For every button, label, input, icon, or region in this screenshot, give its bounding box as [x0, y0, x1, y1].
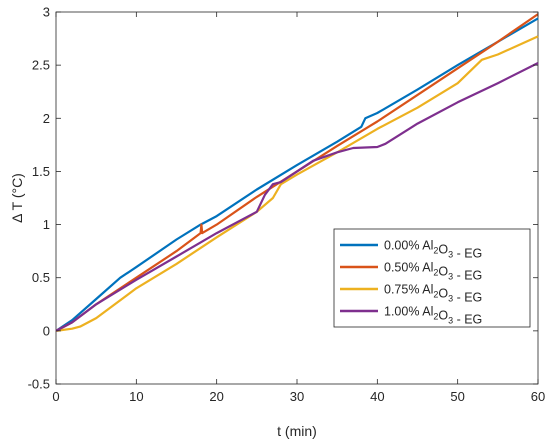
legend-subscript: 2 — [433, 268, 438, 278]
y-tick-label: -0.5 — [28, 377, 50, 392]
legend-text-part: - EG — [453, 291, 482, 305]
y-tick-label: 2 — [43, 111, 50, 126]
legend-text-part: - EG — [453, 313, 482, 327]
legend-text-part: 0.00% Al — [384, 239, 433, 253]
legend-text-part: O — [438, 243, 448, 257]
y-axis-label: Δ T (°C) — [9, 173, 25, 223]
legend-label: 1.00% Al2O3 - EG — [384, 305, 482, 327]
legend-text-part: 1.00% Al — [384, 305, 433, 319]
series-line-1 — [55, 17, 539, 332]
y-tick-label: 1.5 — [32, 164, 50, 179]
x-axis-label: t (min) — [277, 423, 317, 439]
x-tick-label: 20 — [209, 389, 223, 404]
legend-subscript: 2 — [433, 246, 438, 256]
y-tick-label: 1 — [43, 217, 50, 232]
legend-subscript: 2 — [433, 312, 438, 322]
series-line-2 — [55, 13, 539, 332]
legend-text-part: O — [438, 309, 448, 323]
legend-text-part: O — [438, 265, 448, 279]
y-tick-label: 0 — [43, 323, 50, 338]
legend-text-part: 0.75% Al — [384, 283, 433, 297]
series-line-4 — [55, 62, 539, 332]
x-tick-label: 50 — [450, 389, 464, 404]
legend-subscript: 3 — [448, 272, 453, 282]
legend-label: 0.75% Al2O3 - EG — [384, 283, 482, 305]
legend-text-part: 0.50% Al — [384, 261, 433, 275]
legend-subscript: 2 — [433, 290, 438, 300]
legend-label: 0.00% Al2O3 - EG — [384, 239, 482, 261]
legend-text-part: - EG — [453, 269, 482, 283]
legend-subscript: 3 — [448, 250, 453, 260]
legend-text-part: O — [438, 287, 448, 301]
plot-area — [55, 11, 539, 385]
legend-subscript: 3 — [448, 294, 453, 304]
x-tick-label: 40 — [370, 389, 384, 404]
legend-text-part: - EG — [453, 247, 482, 261]
tick-layer: 0 10 20 30 40 50 60-0.500.511.522.53 — [28, 5, 546, 405]
y-tick-label: 0.5 — [32, 270, 50, 285]
x-tick-label: 0 — [52, 389, 59, 404]
series-line-3 — [55, 35, 539, 332]
y-tick-label: 3 — [43, 5, 50, 20]
x-tick-label: 60 — [531, 389, 545, 404]
series-layer — [55, 13, 539, 332]
legend-subscript: 3 — [448, 316, 453, 326]
x-tick-label: 30 — [290, 389, 304, 404]
y-tick-label: 2.5 — [32, 58, 50, 73]
legend-label: 0.50% Al2O3 - EG — [384, 261, 482, 283]
x-tick-label: 10 — [129, 389, 143, 404]
legend: 0.00% Al2O3 - EG0.50% Al2O3 - EG0.75% Al… — [333, 228, 531, 328]
